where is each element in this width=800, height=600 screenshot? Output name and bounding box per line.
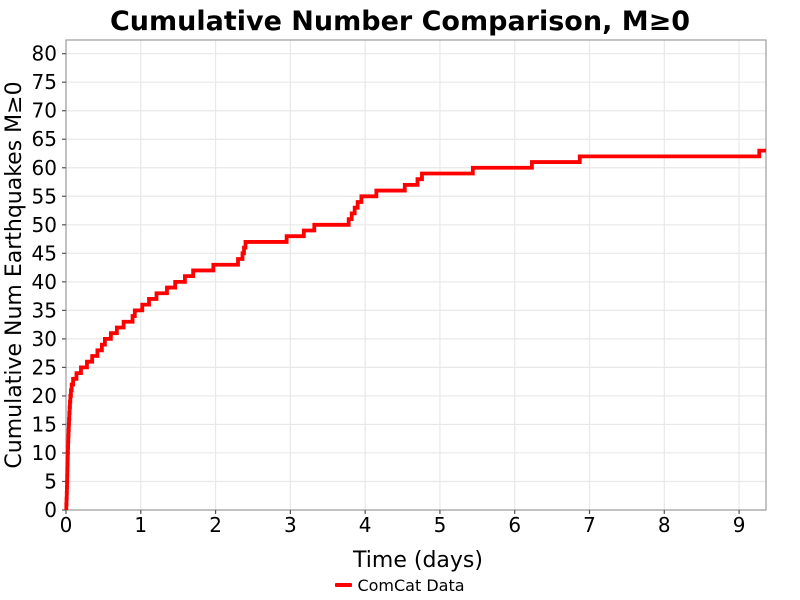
- y-tick-label: 40: [32, 270, 57, 294]
- x-tick-label: 2: [209, 513, 222, 537]
- comcat-data-line: [64, 148, 766, 510]
- chart-legend: ComCat Data: [0, 574, 800, 596]
- y-tick-label: 65: [32, 127, 57, 151]
- x-tick-label: 8: [658, 513, 671, 537]
- y-tick-label: 0: [44, 498, 57, 522]
- chart-title: Cumulative Number Comparison, M≥0: [109, 5, 691, 37]
- x-tick-label: 5: [434, 513, 447, 537]
- x-tick-label: 1: [134, 513, 147, 537]
- y-tick-label: 75: [32, 70, 57, 94]
- y-tick-label: 60: [32, 156, 57, 180]
- y-tick-label: 25: [32, 355, 57, 379]
- plot-panel: 0 1 2 3 4 5 6 7 8 9051015202530354045505560657075…: [32, 39, 767, 537]
- y-tick-label: 20: [32, 384, 57, 408]
- legend-line-swatch: [335, 583, 353, 587]
- y-axis-title: Cumulative Num Earthquakes M≥0: [2, 81, 27, 468]
- x-axis-title: Time (days): [352, 548, 483, 573]
- y-tick-label: 35: [32, 298, 57, 322]
- y-tick-label: 45: [32, 241, 57, 265]
- y-tick-label: 10: [32, 441, 57, 465]
- y-tick-label: 55: [32, 184, 57, 208]
- y-tick-label: 80: [32, 42, 57, 66]
- x-tick-label: 0: [60, 513, 73, 537]
- y-tick-label: 30: [32, 327, 57, 351]
- y-tick-label: 5: [44, 469, 57, 493]
- y-tick-label: 70: [32, 99, 57, 123]
- x-tick-label: 9: [733, 513, 746, 537]
- x-tick-label: 7: [583, 513, 596, 537]
- y-tick-label: 50: [32, 213, 57, 237]
- x-tick-label: 3: [284, 513, 297, 537]
- plot-border: [65, 39, 767, 511]
- x-tick-label: 6: [508, 513, 521, 537]
- x-tick-label: 4: [359, 513, 372, 537]
- legend-label: ComCat Data: [357, 575, 465, 595]
- y-tick-label: 15: [32, 412, 57, 436]
